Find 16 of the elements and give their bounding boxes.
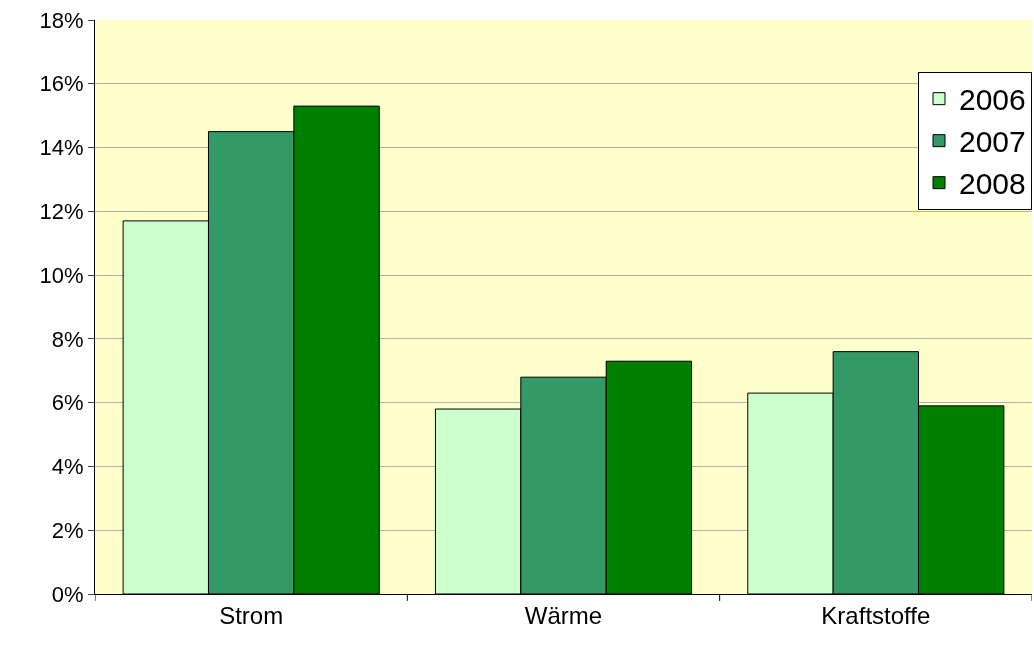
y-tick-label: 4% — [51, 454, 84, 480]
y-tick-label: 10% — [39, 262, 84, 288]
y-tick-label: 16% — [39, 71, 84, 97]
y-tick-label: 0% — [51, 581, 84, 607]
y-tick-label: 8% — [51, 326, 84, 352]
y-tick-label: 12% — [39, 199, 84, 225]
legend-label: 2008 — [959, 167, 1026, 201]
y-tick-label: 2% — [51, 517, 84, 543]
legend-label: 2006 — [959, 83, 1026, 117]
x-tick-label: Kraftstoffe — [821, 601, 931, 629]
y-tick-label: 14% — [39, 135, 84, 161]
y-tick-label: 18% — [39, 7, 84, 33]
y-tick-label: 6% — [51, 390, 84, 416]
legend-label: 2007 — [959, 125, 1026, 159]
x-tick-label: Wärme — [524, 601, 603, 629]
x-tick-label: Strom — [219, 601, 284, 629]
